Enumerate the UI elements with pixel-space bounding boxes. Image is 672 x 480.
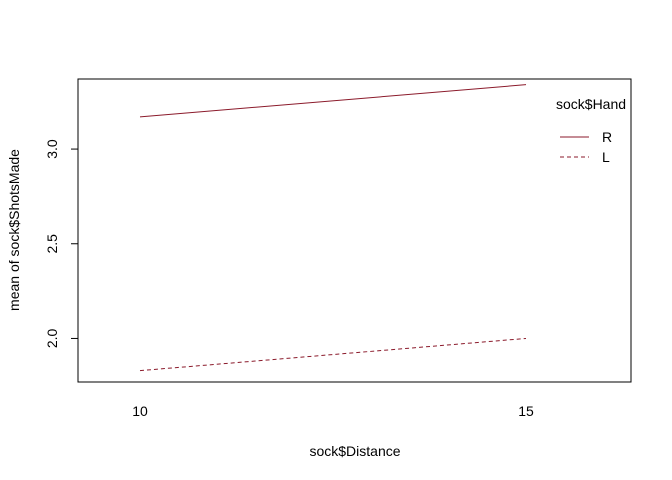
y-tick-label: 2.0 [44, 329, 60, 349]
x-axis: 10 15 [132, 403, 534, 419]
series-layer [139, 84, 527, 372]
y-tick-label: 2.5 [44, 234, 60, 254]
legend-label-R: R [602, 129, 612, 145]
plot-frame [77, 78, 632, 383]
x-tick-label: 10 [132, 403, 148, 419]
y-tick-label: 3.0 [44, 139, 60, 159]
y-axis-label: mean of sock$ShotsMade [6, 149, 22, 311]
y-axis: 2.0 2.5 3.0 [44, 139, 79, 349]
legend: sock$Hand RL [556, 96, 626, 165]
legend-label-L: L [602, 149, 610, 165]
x-tick-label: 15 [518, 403, 534, 419]
series-line-L [139, 337, 527, 372]
x-axis-label: sock$Distance [309, 443, 400, 459]
legend-title: sock$Hand [556, 96, 626, 112]
series-line-R [139, 84, 527, 118]
